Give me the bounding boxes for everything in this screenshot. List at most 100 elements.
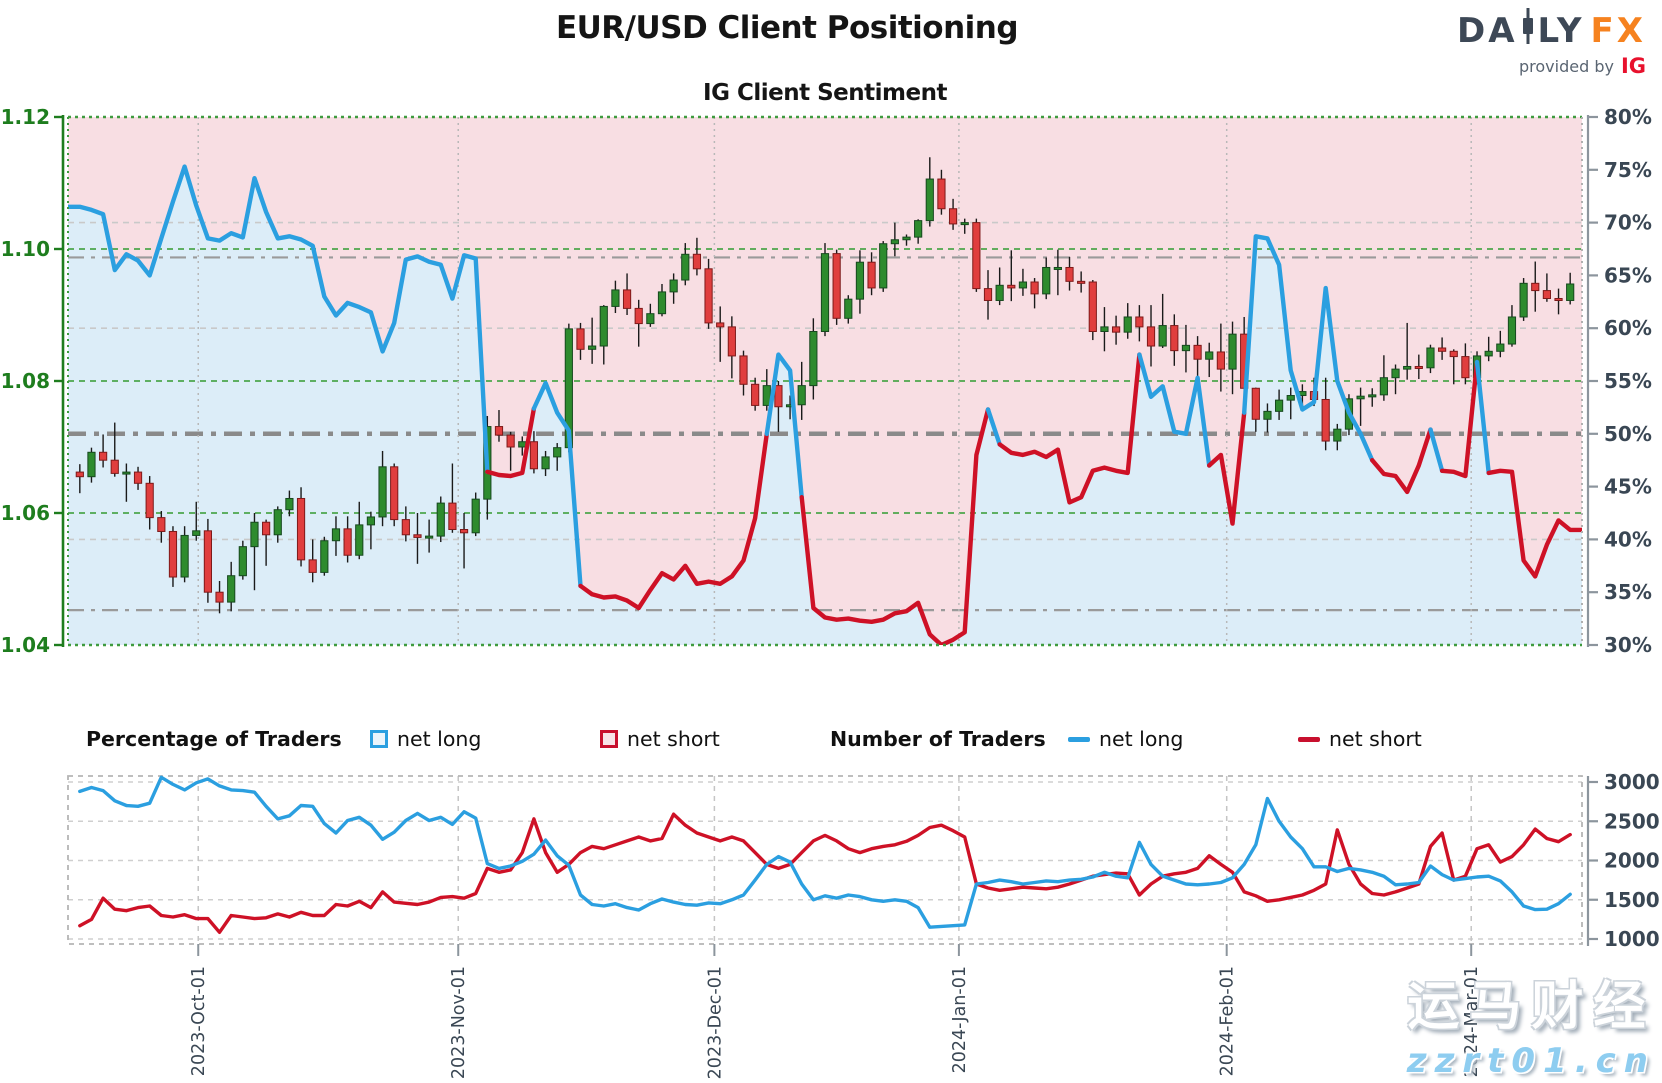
count-axis-tick-label: 3000 xyxy=(1604,770,1660,794)
logo-da: DA xyxy=(1457,10,1518,51)
net-long-pct-segment xyxy=(1428,427,1445,473)
month-axis-label: 2024-Mar-01 xyxy=(1462,966,1482,1077)
candle-down xyxy=(390,466,399,521)
trader-count-panel: 3000 2500 2000 1500 1000 2023-Oct-01 2023-Nov-… xyxy=(67,770,1660,1079)
candle-down xyxy=(948,208,958,225)
candle-up xyxy=(180,534,189,578)
lower-panel-border xyxy=(67,775,1583,945)
net-long-line-swatch xyxy=(1068,736,1090,742)
logo-fx: FX xyxy=(1590,10,1646,51)
candle-down xyxy=(343,528,352,556)
candle-up xyxy=(902,236,911,241)
net-long-count-line xyxy=(78,775,1572,929)
pct-axis-tick-label: 60% xyxy=(1604,316,1652,340)
candle-down xyxy=(110,459,119,474)
candle-down xyxy=(506,434,515,448)
candle-down xyxy=(448,502,457,531)
candle-up xyxy=(227,575,236,603)
candle-down xyxy=(937,178,946,210)
legend-pct-net-long-label: net long xyxy=(397,727,482,751)
candle-up xyxy=(995,284,1004,301)
candle-up xyxy=(890,239,899,245)
candle-down xyxy=(308,559,317,573)
candle-up xyxy=(378,466,387,518)
net-long-pct-segment xyxy=(1137,352,1212,468)
candle-down xyxy=(1065,266,1074,282)
candle-down xyxy=(99,451,108,461)
candle-down xyxy=(983,288,993,301)
legend-pct-net-short: net short xyxy=(600,724,720,754)
candle-down xyxy=(1135,316,1144,328)
candle-down xyxy=(1216,351,1225,370)
legend-percentage-of-traders: Percentage of Traders xyxy=(86,724,342,754)
candle-up xyxy=(1484,350,1493,357)
legend-number-of-traders: Number of Traders xyxy=(830,724,1046,754)
candle-up xyxy=(1158,325,1167,347)
price-axis-tick-label: 1.10 xyxy=(1,237,50,261)
count-axis-tick-label: 1500 xyxy=(1604,888,1660,912)
candle-down xyxy=(1414,365,1423,369)
legend-num-title: Number of Traders xyxy=(830,727,1046,751)
dailyfx-logo: DA LY FX provided by IG xyxy=(1457,8,1646,78)
candle-up xyxy=(436,502,445,537)
net-short-pct-segment xyxy=(485,406,537,479)
candle-up xyxy=(1181,344,1191,352)
candle-up xyxy=(879,243,888,289)
candle-up xyxy=(960,222,969,226)
candle-up xyxy=(541,456,550,470)
pct-axis-tick-label: 50% xyxy=(1604,422,1652,446)
logo-ly: LY xyxy=(1537,10,1585,51)
candle-up xyxy=(331,528,341,542)
candle-up xyxy=(238,546,247,577)
candle-down xyxy=(262,521,271,536)
candle-down xyxy=(1193,344,1202,360)
legend-num-net-long-label: net long xyxy=(1099,727,1184,751)
candle-down xyxy=(494,426,504,436)
candle-up xyxy=(855,261,865,300)
month-axis-label: 2024-Feb-01 xyxy=(1218,966,1238,1076)
net-short-count-line xyxy=(78,812,1572,934)
candle-down xyxy=(972,222,981,290)
candle-down xyxy=(157,517,166,532)
candle-down xyxy=(1007,284,1016,289)
month-axis-label: 2023-Oct-01 xyxy=(189,966,209,1076)
count-axis-tick-label: 2000 xyxy=(1604,849,1660,873)
candle-up xyxy=(646,313,655,325)
legend-num-net-long: net long xyxy=(1068,724,1183,754)
pct-axis-tick-label: 55% xyxy=(1604,369,1652,393)
net-long-pct-segment xyxy=(1474,359,1491,476)
candle-down xyxy=(692,253,702,270)
candle-down xyxy=(1077,280,1086,284)
candle-down xyxy=(296,497,306,561)
candle-up xyxy=(87,451,96,478)
candle-down xyxy=(459,529,469,534)
candle-up xyxy=(355,524,364,556)
pct-axis-tick-label: 35% xyxy=(1604,580,1652,604)
candle-up xyxy=(1519,282,1528,318)
candle-up xyxy=(820,253,830,332)
net-long-pct-segment xyxy=(985,407,1002,447)
chart-subtitle: IG Client Sentiment xyxy=(703,80,947,106)
candle-up xyxy=(366,516,376,526)
candle-up xyxy=(285,497,294,511)
candle-up xyxy=(273,509,282,536)
net-long-pct-segment xyxy=(68,164,490,474)
candle-up xyxy=(1391,368,1400,379)
candle-down xyxy=(1438,347,1447,352)
legend-num-net-short-label: net short xyxy=(1329,727,1422,751)
net-short-pct-segment xyxy=(1369,427,1433,495)
candle-down xyxy=(1542,290,1551,299)
candle-up xyxy=(1123,316,1132,333)
candle-down xyxy=(145,482,154,519)
candle-down xyxy=(1449,350,1458,358)
candle-down xyxy=(1030,281,1039,295)
candle-down xyxy=(634,307,643,325)
legend-pct-net-short-label: net short xyxy=(627,727,720,751)
candle-up xyxy=(1379,377,1388,396)
candle-up xyxy=(1333,428,1342,442)
candle-down xyxy=(133,471,143,484)
net-short-pct-segment xyxy=(1486,468,1582,579)
main-panel xyxy=(68,117,1582,645)
candle-up xyxy=(1228,333,1237,370)
